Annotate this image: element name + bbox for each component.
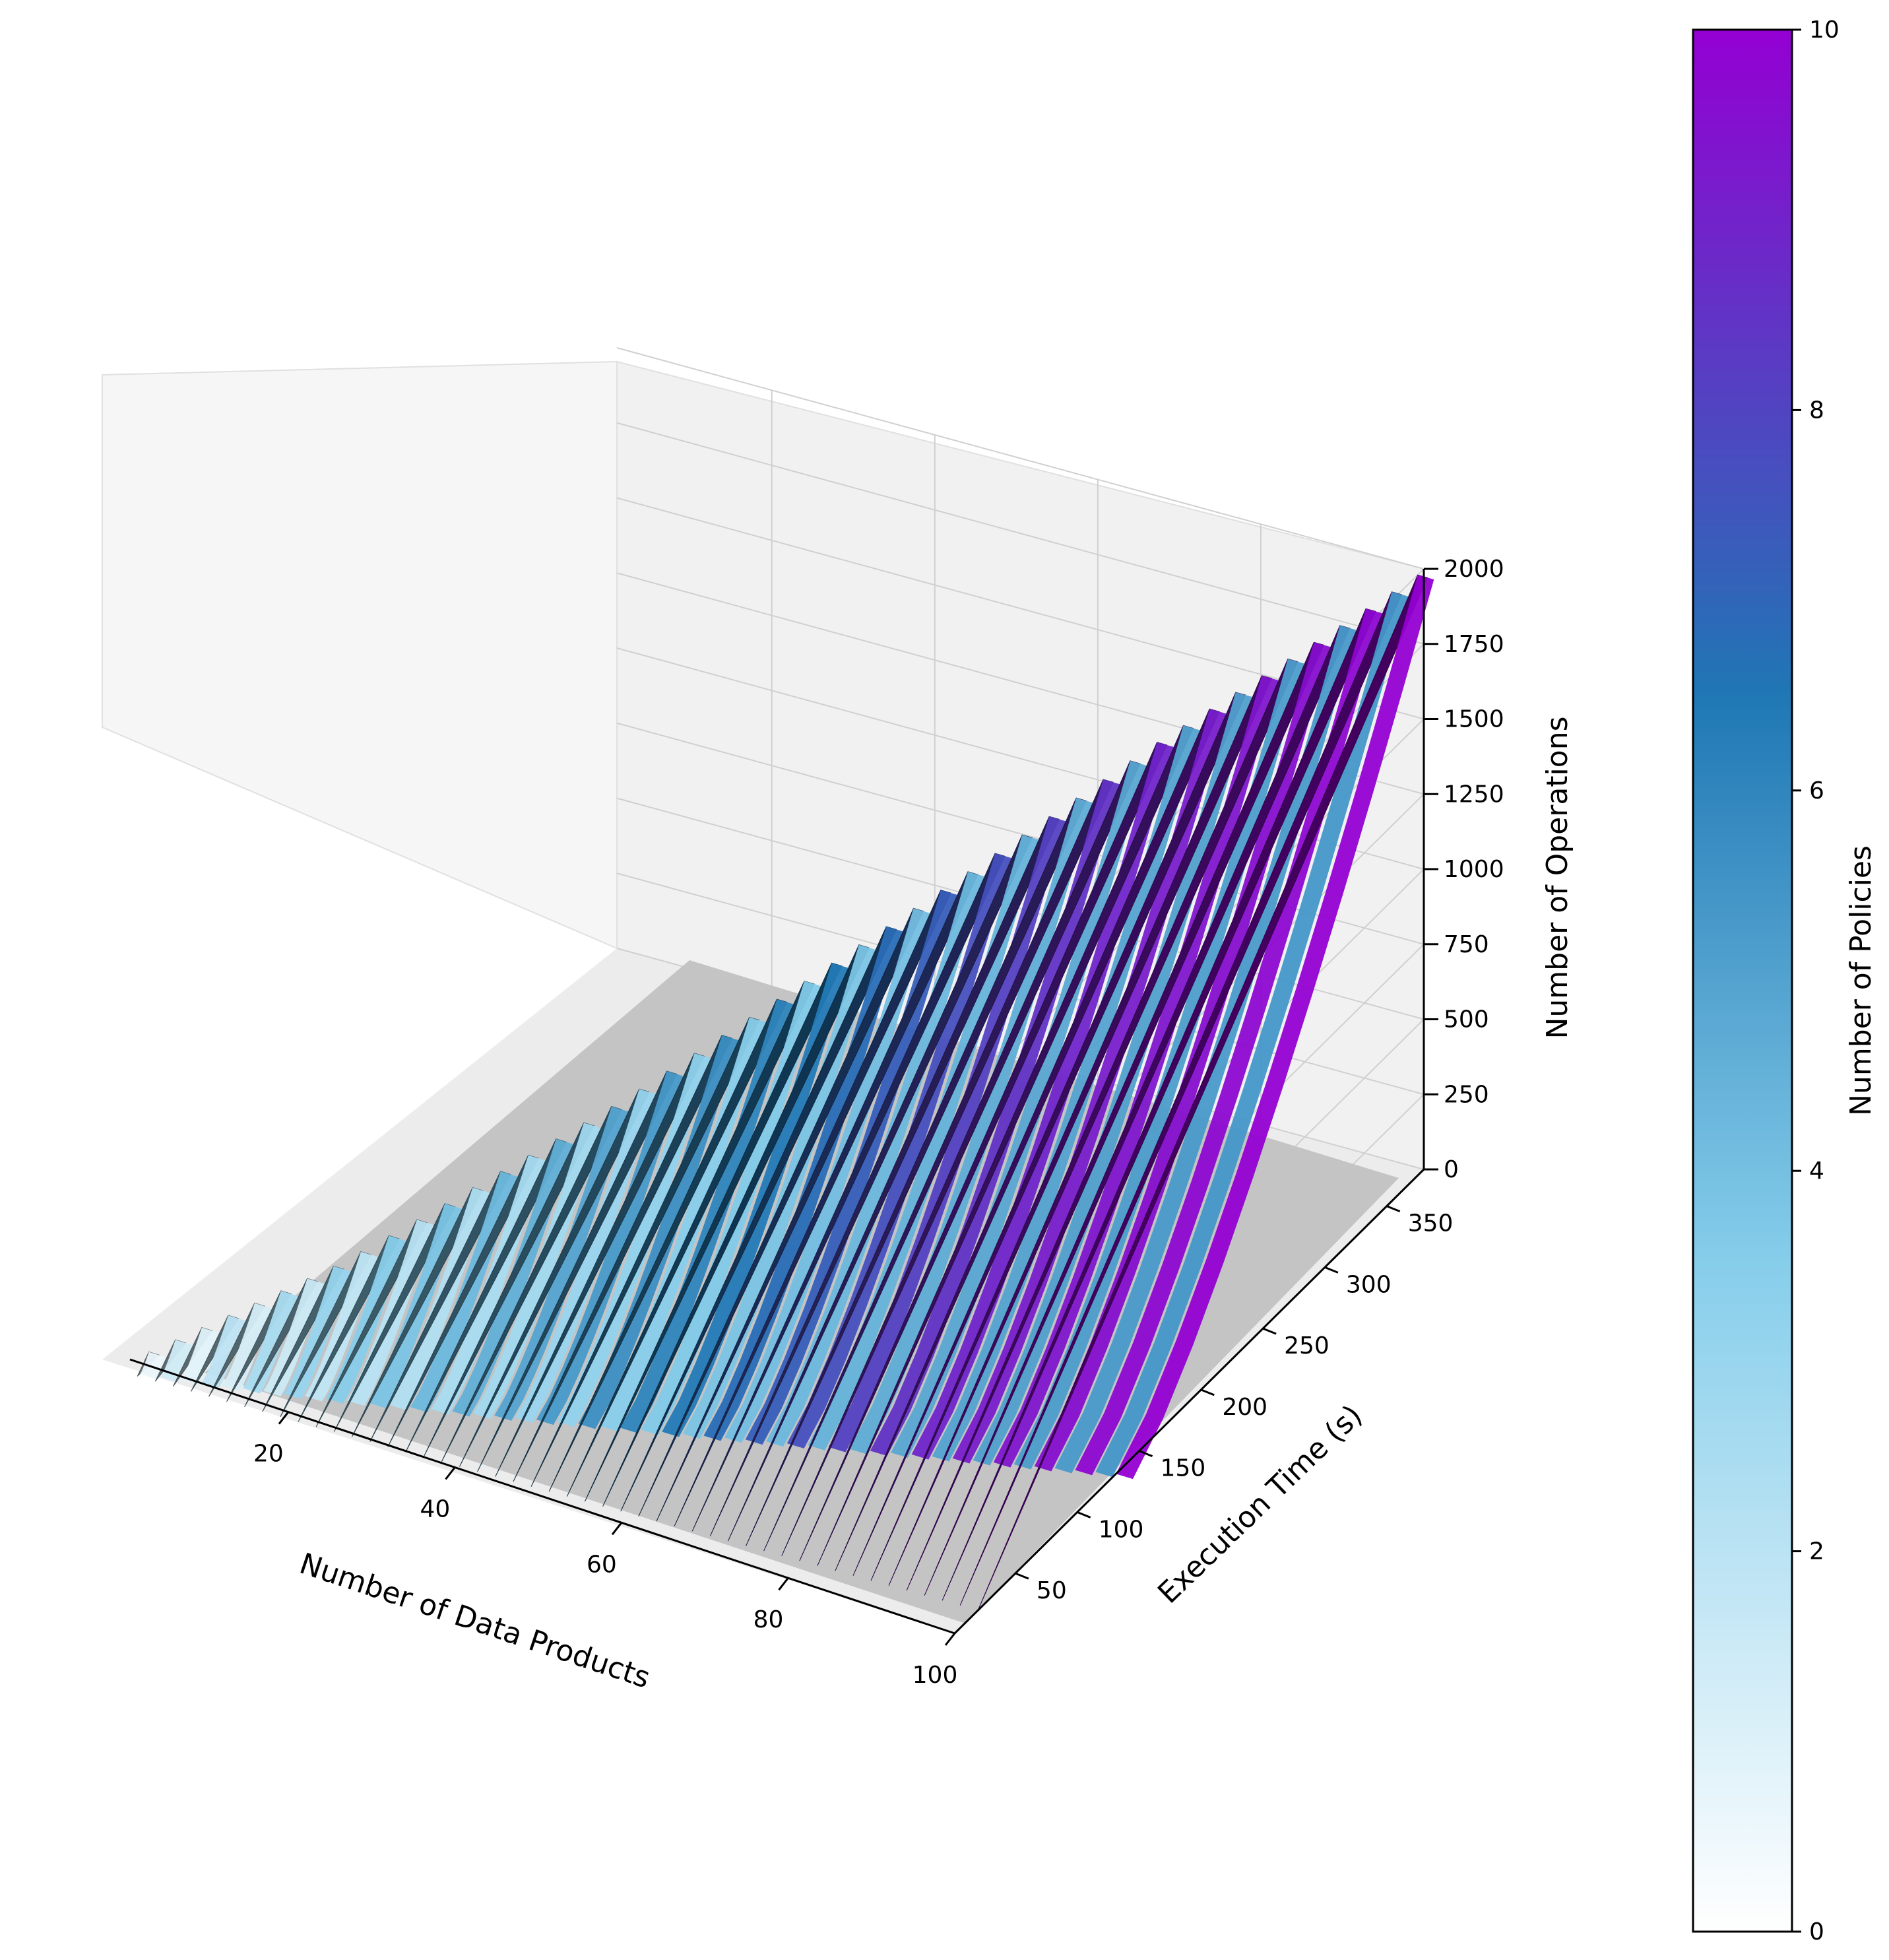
x-tick-label: 80 bbox=[753, 1606, 784, 1633]
colorbar-tick-label: 10 bbox=[1809, 16, 1840, 44]
surface-ribbon bbox=[993, 675, 1279, 1468]
surface-ribbon bbox=[1075, 608, 1382, 1476]
x-tick-mark bbox=[611, 1522, 623, 1536]
surface-wall bbox=[333, 1203, 456, 1432]
x-tick-label: 100 bbox=[912, 1662, 958, 1689]
surface-ribbon bbox=[284, 1266, 351, 1399]
z-tick-label: 250 bbox=[1444, 1081, 1489, 1108]
y-tick-label: 50 bbox=[1037, 1577, 1067, 1604]
surface-wall bbox=[835, 708, 1220, 1571]
surface-ribbon bbox=[304, 1251, 378, 1402]
surface-ribbon bbox=[243, 1290, 298, 1394]
surface-wall bbox=[746, 797, 1087, 1546]
left-pane bbox=[102, 360, 618, 950]
x-tick-mark bbox=[778, 1577, 789, 1591]
colorbar-tick-label: 4 bbox=[1809, 1158, 1824, 1185]
surface-wall bbox=[315, 1219, 428, 1427]
surface-wall bbox=[691, 853, 1006, 1532]
z-tick-label: 2000 bbox=[1444, 556, 1504, 583]
surface-ribbon bbox=[346, 1220, 434, 1406]
surface-ribbon bbox=[932, 725, 1200, 1462]
colorbar-tick-label: 0 bbox=[1809, 1918, 1824, 1945]
surface-ribbon bbox=[911, 742, 1174, 1460]
y-tick-label: 100 bbox=[1099, 1516, 1144, 1543]
surface-ribbon bbox=[849, 798, 1093, 1454]
surface-ribbon bbox=[1013, 659, 1304, 1470]
y-tick-mark bbox=[1077, 1511, 1091, 1519]
colorbar: 0 2 4 6 8 10 Number of Policies bbox=[1692, 16, 1878, 1945]
y-tick-label: 200 bbox=[1222, 1394, 1267, 1421]
surface-wall bbox=[727, 816, 1060, 1542]
surface-ribbon bbox=[181, 1327, 219, 1385]
surface-ribbon bbox=[201, 1315, 245, 1388]
surface-ribbon bbox=[1054, 625, 1357, 1474]
y-tick-mark bbox=[1138, 1450, 1153, 1458]
x-axis-line bbox=[129, 1358, 955, 1635]
z-tick-label: 750 bbox=[1444, 931, 1489, 958]
y-tick-label: 250 bbox=[1284, 1332, 1329, 1359]
colorbar-gradient bbox=[1692, 28, 1793, 1933]
colorbar-tick-label: 2 bbox=[1809, 1538, 1824, 1565]
z-axis-ticks: 0 250 500 750 1000 1250 1500 1750 2000 bbox=[1424, 556, 1504, 1183]
y-tick-label: 150 bbox=[1161, 1455, 1206, 1482]
z-tick-label: 0 bbox=[1444, 1156, 1459, 1183]
surface-wall bbox=[566, 981, 815, 1497]
y-tick-mark bbox=[1386, 1205, 1401, 1213]
y-axis-label: Execution Time (s) bbox=[1151, 1398, 1369, 1610]
surface-wall bbox=[799, 742, 1168, 1561]
surface-ribbon bbox=[1095, 591, 1409, 1478]
surface-wall bbox=[888, 658, 1298, 1586]
y-tick-label: 300 bbox=[1346, 1271, 1392, 1298]
surface-ribbon bbox=[973, 692, 1252, 1466]
z-tick-label: 500 bbox=[1444, 1006, 1489, 1033]
surface-ribbon bbox=[263, 1278, 325, 1396]
x-tick-mark bbox=[445, 1466, 456, 1480]
x-tick-label: 40 bbox=[420, 1495, 451, 1522]
z-tick-label: 1250 bbox=[1444, 781, 1504, 808]
colorbar-label: Number of Policies bbox=[1844, 845, 1878, 1116]
surface-ribbon bbox=[952, 709, 1227, 1464]
y-tick-mark bbox=[1262, 1327, 1277, 1335]
x-tick-label: 60 bbox=[587, 1551, 617, 1578]
y-tick-mark bbox=[1200, 1388, 1215, 1396]
y-tick-mark bbox=[1324, 1266, 1339, 1274]
surface-ribbon bbox=[1116, 575, 1434, 1480]
surface-wall bbox=[906, 641, 1324, 1591]
surface-wall bbox=[870, 675, 1272, 1581]
surface-ribbon bbox=[325, 1235, 406, 1404]
colorbar-tick-label: 6 bbox=[1809, 777, 1824, 804]
surface-wall bbox=[477, 1070, 678, 1472]
colorbar-ticks: 0 2 4 6 8 10 bbox=[1792, 16, 1840, 1945]
surface-ribbon bbox=[891, 760, 1147, 1458]
surface-wall bbox=[674, 871, 978, 1526]
y-axis-ticks: 50 100 150 200 250 300 350 bbox=[1015, 1205, 1454, 1604]
x-tick-mark bbox=[944, 1633, 956, 1646]
surface-plot bbox=[137, 574, 1434, 1611]
surface-wall bbox=[656, 890, 951, 1522]
x-axis-ticks: 20 40 60 80 100 bbox=[253, 1411, 958, 1689]
x-tick-mark bbox=[278, 1411, 290, 1425]
surface-ribbon bbox=[222, 1303, 272, 1391]
surface-ribbon bbox=[1034, 642, 1331, 1472]
surface-wall bbox=[959, 591, 1402, 1606]
surface-wall bbox=[924, 625, 1351, 1596]
z-tick-label: 1750 bbox=[1444, 631, 1504, 658]
y-tick-label: 350 bbox=[1408, 1210, 1454, 1237]
surface-wall bbox=[495, 1053, 705, 1477]
z-axis-label: Number of Operations bbox=[1541, 716, 1574, 1039]
z-tick-label: 1000 bbox=[1444, 856, 1504, 883]
z-tick-label: 1500 bbox=[1444, 706, 1504, 733]
surface-ribbon bbox=[870, 779, 1120, 1456]
surface-wall bbox=[763, 779, 1114, 1552]
y-axis-line bbox=[953, 1168, 1425, 1635]
colorbar-tick-label: 8 bbox=[1809, 397, 1824, 424]
y-tick-mark bbox=[1015, 1572, 1029, 1580]
x-tick-label: 20 bbox=[253, 1441, 284, 1468]
